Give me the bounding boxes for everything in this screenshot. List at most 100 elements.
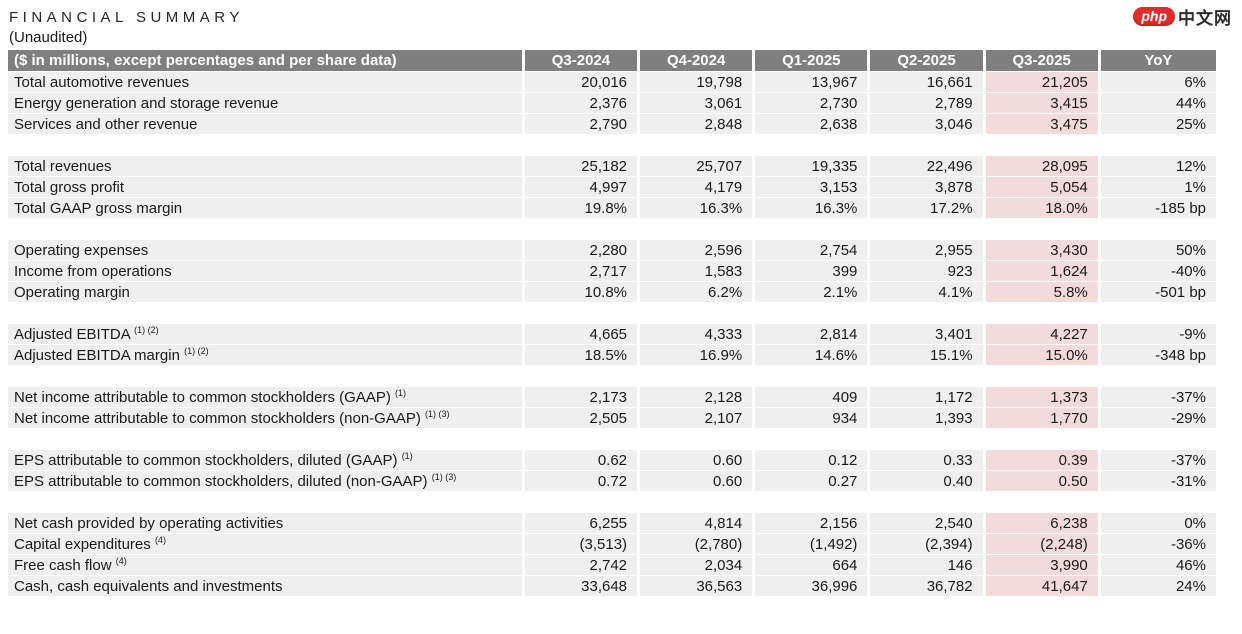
value-cell-yoy: 1% <box>1100 177 1216 198</box>
value-cell-q1-2025: 36,996 <box>755 576 871 597</box>
page-subtitle: (Unaudited) <box>9 29 88 46</box>
value-cell-yoy: -37% <box>1100 387 1216 408</box>
value-cell-q1-2025: 14.6% <box>755 345 871 366</box>
value-cell-q1-2025: 13,967 <box>755 72 871 93</box>
table-row: Free cash flow (4) 2,742 2,034 664 146 3,990 4… <box>8 555 1216 576</box>
value-cell-q3-2025: 1,373 <box>985 387 1101 408</box>
value-cell-q3-2024: 4,665 <box>524 324 641 345</box>
row-label-cell: EPS attributable to common stockholders,… <box>8 450 525 471</box>
value-cell-yoy: -37% <box>1100 450 1216 471</box>
row-label-cell: Cash, cash equivalents and investments <box>8 576 525 597</box>
value-cell-q4-2024: 2,034 <box>640 555 756 576</box>
value-cell-q4-2024: (2,780) <box>640 534 756 555</box>
value-cell-q3-2024: 4,997 <box>524 177 641 198</box>
section-spacer <box>8 219 1216 240</box>
row-label-cell: Adjusted EBITDA margin (1) (2) <box>8 345 525 366</box>
value-cell-yoy: -185 bp <box>1100 198 1216 219</box>
value-cell-q4-2024: 2,107 <box>640 408 756 429</box>
value-cell-q3-2025: 5.8% <box>985 282 1101 303</box>
value-cell-q4-2024: 1,583 <box>640 261 756 282</box>
table-row: Income from operations 2,717 1,583 399 923 1,… <box>8 261 1216 282</box>
section-spacer-cell <box>8 429 1216 450</box>
row-label-cell: Net income attributable to common stockh… <box>8 387 525 408</box>
value-cell-q2-2025: 1,172 <box>870 387 986 408</box>
table-row: Adjusted EBITDA margin (1) (2) 18.5% 16.9%… <box>8 345 1216 366</box>
value-cell-q3-2025: 0.50 <box>985 471 1101 492</box>
value-cell-q1-2025: 2,730 <box>755 93 871 114</box>
row-label: Net cash provided by operating activitie… <box>14 514 284 532</box>
row-label: Free cash flow <box>14 557 112 574</box>
column-header-q3-2024: Q3-2024 <box>524 50 641 72</box>
table-row: Net cash provided by operating activitie… <box>8 513 1216 534</box>
value-cell-q3-2024: 25,182 <box>524 156 641 177</box>
value-cell-q4-2024: 3,061 <box>640 93 756 114</box>
value-cell-q3-2025: (2,248) <box>985 534 1101 555</box>
value-cell-q4-2024: 2,848 <box>640 114 756 135</box>
row-label-cell: Capital expenditures (4) <box>8 534 525 555</box>
value-cell-q3-2025: 18.0% <box>985 198 1101 219</box>
value-cell-q3-2024: 0.72 <box>524 471 641 492</box>
value-cell-yoy: 44% <box>1100 93 1216 114</box>
row-label-cell: Free cash flow (4) <box>8 555 525 576</box>
row-label: Services and other revenue <box>14 115 198 133</box>
value-cell-q3-2024: 2,280 <box>524 240 641 261</box>
footnote-marker: (4) <box>154 535 166 545</box>
table-row: Total automotive revenues 20,016 19,798 13,… <box>8 72 1216 93</box>
value-cell-q3-2025: 5,054 <box>985 177 1101 198</box>
value-cell-q2-2025: 17.2% <box>870 198 986 219</box>
value-cell-yoy: 46% <box>1100 555 1216 576</box>
value-cell-q3-2025: 28,095 <box>985 156 1101 177</box>
value-cell-q4-2024: 2,128 <box>640 387 756 408</box>
value-cell-yoy: -40% <box>1100 261 1216 282</box>
footnote-marker: (1) (2) <box>184 346 209 356</box>
row-label: Income from operations <box>14 262 172 280</box>
table-row: Net income attributable to common stockh… <box>8 387 1216 408</box>
value-cell-yoy: 6% <box>1100 72 1216 93</box>
row-label: Adjusted EBITDA <box>14 326 130 343</box>
value-cell-q3-2025: 1,770 <box>985 408 1101 429</box>
row-label: EPS attributable to common stockholders,… <box>14 473 428 490</box>
value-cell-q3-2024: 2,376 <box>524 93 641 114</box>
footnote-marker: (1) (2) <box>134 325 159 335</box>
value-cell-q1-2025: 399 <box>755 261 871 282</box>
value-cell-q1-2025: 2,156 <box>755 513 871 534</box>
column-header-q3-2025: Q3-2025 <box>985 50 1101 72</box>
value-cell-q3-2024: 19.8% <box>524 198 641 219</box>
row-label-cell: EPS attributable to common stockholders,… <box>8 471 525 492</box>
table-row: Operating margin 10.8% 6.2% 2.1% 4.1% 5.8% -50… <box>8 282 1216 303</box>
page-title: FINANCIAL SUMMARY <box>9 9 244 26</box>
value-cell-q4-2024: 36,563 <box>640 576 756 597</box>
value-cell-q3-2024: 18.5% <box>524 345 641 366</box>
value-cell-q3-2025: 3,430 <box>985 240 1101 261</box>
value-cell-yoy: -348 bp <box>1100 345 1216 366</box>
value-cell-q4-2024: 16.9% <box>640 345 756 366</box>
value-cell-yoy: -9% <box>1100 324 1216 345</box>
table-row: Operating expenses 2,280 2,596 2,754 2,955 3,… <box>8 240 1216 261</box>
table-row: Total GAAP gross margin 19.8% 16.3% 16.3% 17… <box>8 198 1216 219</box>
value-cell-yoy: 24% <box>1100 576 1216 597</box>
value-cell-q3-2024: (3,513) <box>524 534 641 555</box>
row-label-cell: Energy generation and storage revenue <box>8 93 525 114</box>
column-header-q1-2025: Q1-2025 <box>755 50 871 72</box>
row-label-cell: Total automotive revenues <box>8 72 525 93</box>
value-cell-q4-2024: 2,596 <box>640 240 756 261</box>
value-cell-q3-2025: 3,415 <box>985 93 1101 114</box>
row-label: Capital expenditures <box>14 536 151 553</box>
table-row: Adjusted EBITDA (1) (2) 4,665 4,333 2,814 3,… <box>8 324 1216 345</box>
row-label-cell: Income from operations <box>8 261 525 282</box>
row-label: Energy generation and storage revenue <box>14 94 279 112</box>
value-cell-q3-2024: 2,717 <box>524 261 641 282</box>
value-cell-q1-2025: 2,754 <box>755 240 871 261</box>
value-cell-q1-2025: 16.3% <box>755 198 871 219</box>
value-cell-q1-2025: 934 <box>755 408 871 429</box>
table-row: Capital expenditures (4) (3,513) (2,780) (1… <box>8 534 1216 555</box>
section-spacer <box>8 366 1216 387</box>
section-spacer-cell <box>8 219 1216 240</box>
value-cell-q4-2024: 4,814 <box>640 513 756 534</box>
table-row: Services and other revenue 2,790 2,848 2,63… <box>8 114 1216 135</box>
section-spacer-cell <box>8 135 1216 156</box>
row-label-cell: Operating margin <box>8 282 525 303</box>
row-label-cell: Total GAAP gross margin <box>8 198 525 219</box>
value-cell-yoy: -501 bp <box>1100 282 1216 303</box>
